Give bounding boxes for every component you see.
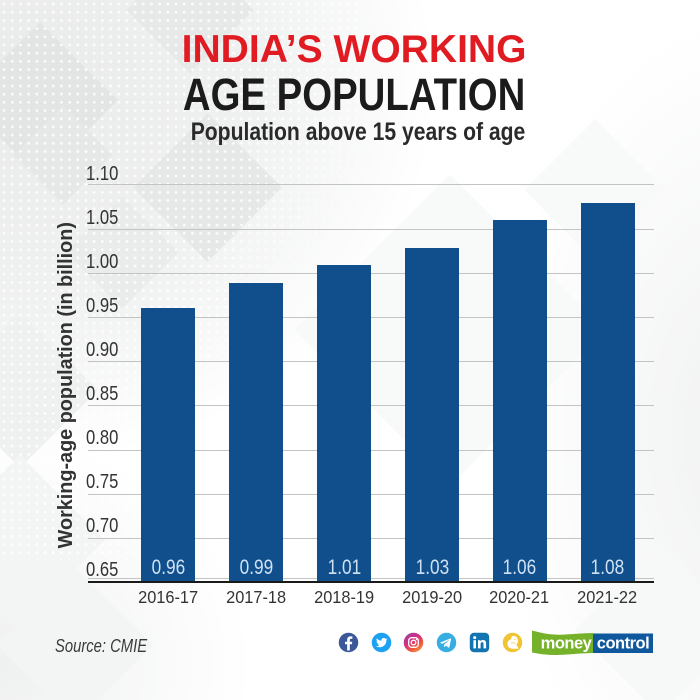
svg-text:control: control — [597, 635, 649, 653]
svg-text:money: money — [541, 635, 593, 653]
